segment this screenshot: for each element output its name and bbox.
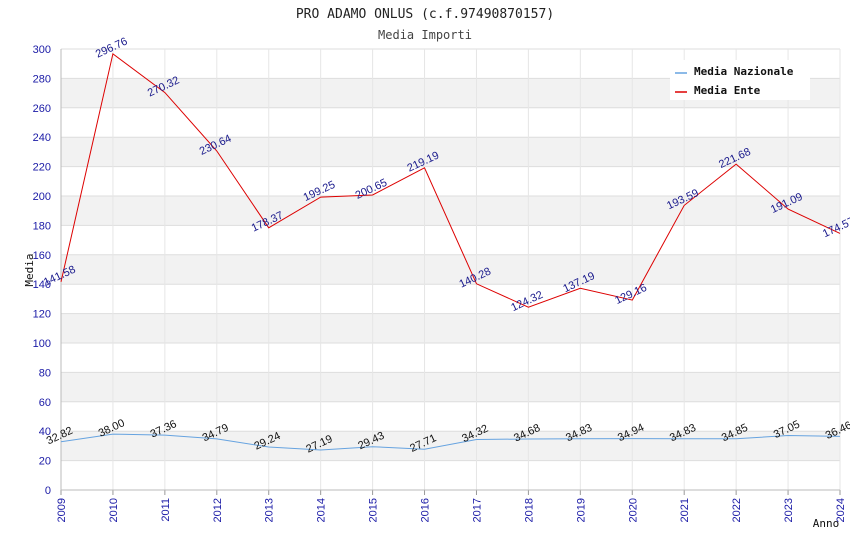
grid-band <box>61 313 840 343</box>
y-tick-label: 300 <box>33 44 51 56</box>
grid-lines <box>60 48 841 491</box>
grid-band <box>61 196 840 226</box>
x-tick-label: 2009 <box>56 498 68 522</box>
x-tick-label: 2019 <box>575 498 587 522</box>
x-axis-label: Anno <box>813 517 840 530</box>
x-tick-label: 2018 <box>523 498 535 522</box>
chart-title: PRO ADAMO ONLUS (c.f.97490870157) <box>296 7 554 22</box>
x-tick-label: 2024 <box>835 498 847 522</box>
y-tick-label: 160 <box>33 250 51 262</box>
y-tick-label: 140 <box>33 279 51 291</box>
legend: Media Nazionale Media Ente <box>670 60 810 100</box>
x-tick-label: 2016 <box>420 498 432 522</box>
y-tick-label: 180 <box>33 220 51 232</box>
y-tick-label: 20 <box>39 456 51 468</box>
chart-subtitle: Media Importi <box>378 28 472 42</box>
x-tick-label: 2022 <box>731 498 743 522</box>
y-tick-label: 60 <box>39 397 51 409</box>
y-tick-label: 0 <box>45 485 51 497</box>
x-tick-label: 2023 <box>783 498 795 522</box>
grid-band <box>61 372 840 402</box>
y-axis-label: Media <box>23 253 36 286</box>
legend-label-media-ente: Media Ente <box>694 84 761 97</box>
data-label-media-ente: 124.32 <box>509 289 545 314</box>
x-tick-label: 2014 <box>316 498 328 522</box>
x-tick-label: 2017 <box>471 498 483 522</box>
data-label-media-ente: 129.16 <box>613 282 649 307</box>
y-axis-ticks: 0 20 40 60 80 100 120 140 160 180 200 220 240 260 280 3… <box>33 44 51 497</box>
y-tick-label: 40 <box>39 426 51 438</box>
x-tick-label: 2020 <box>627 498 639 522</box>
x-tick-label: 2013 <box>264 498 276 522</box>
grid-band <box>61 137 840 167</box>
x-axis-ticks: 2009 2010 2011 2012 2013 2014 2015 2016 2017 2018… <box>56 490 847 522</box>
grid-bands <box>61 78 840 461</box>
data-label-media-ente: 141.58 <box>42 264 78 289</box>
series-line-media-nazionale <box>60 433 841 451</box>
y-tick-label: 280 <box>33 73 51 85</box>
y-tick-label: 100 <box>33 338 51 350</box>
y-tick-label: 200 <box>33 191 51 203</box>
series-lines <box>60 52 841 451</box>
grid-band <box>61 254 840 285</box>
x-tick-label: 2015 <box>368 498 380 522</box>
x-tick-label: 2011 <box>160 498 172 522</box>
legend-label-media-nazionale: Media Nazionale <box>694 65 794 78</box>
y-tick-label: 80 <box>39 367 51 379</box>
legend-box <box>670 60 810 100</box>
grid-band <box>61 431 840 461</box>
x-tick-label: 2010 <box>108 498 120 522</box>
x-tick-label: 2012 <box>212 498 224 522</box>
x-tick-label: 2021 <box>679 498 691 522</box>
y-tick-label: 120 <box>33 309 51 321</box>
data-label-media-ente: 296.76 <box>94 35 130 60</box>
y-tick-label: 240 <box>33 132 51 144</box>
y-tick-label: 220 <box>33 162 51 174</box>
y-tick-label: 260 <box>33 103 51 115</box>
series-line-media-ente <box>60 52 841 308</box>
